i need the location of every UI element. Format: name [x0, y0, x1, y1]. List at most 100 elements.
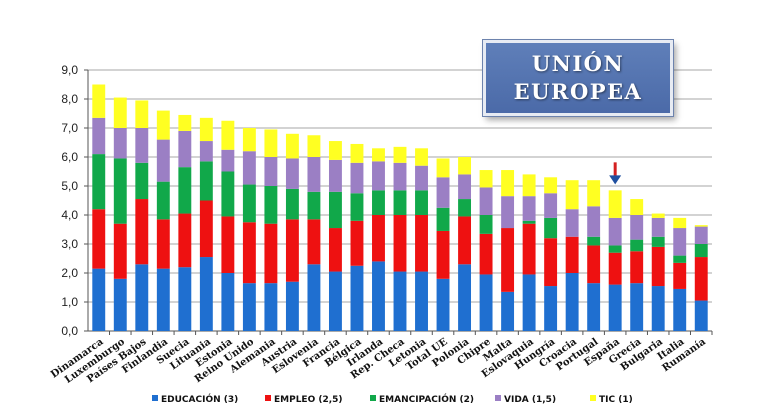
bar-segment [458, 157, 472, 175]
bar-segment [328, 141, 342, 160]
bar-segment [285, 281, 299, 331]
bar-segment [587, 245, 601, 284]
bar-segment [673, 262, 687, 289]
bar-segment [221, 273, 235, 331]
bar-segment [436, 207, 450, 231]
bar-segment [328, 159, 342, 192]
y-tick-label: 6,0 [61, 150, 78, 164]
bar-segment [608, 190, 622, 218]
bar-segment [135, 128, 149, 163]
bar-segment [350, 162, 364, 194]
bar-segment [436, 230, 450, 279]
bar-segment [199, 161, 213, 201]
bar-segment [285, 133, 299, 159]
bar-segment [307, 157, 321, 192]
legend: EDUCACIÓN (3) EMPLEO (2,5) EMANCIPACIÓN (2… [152, 393, 633, 405]
y-tick-labels: 0,0 1,0 2,0 3,0 4,0 5,0 6,0 7,0 8,0 9,0 [61, 63, 78, 338]
bar-segment [221, 171, 235, 217]
bar-segment [221, 149, 235, 172]
bar-segment [285, 219, 299, 282]
bar-segment [694, 300, 708, 331]
bar-segment [156, 110, 170, 140]
bar-segment [307, 264, 321, 331]
bar-segment [651, 286, 665, 331]
bar-segment [458, 199, 472, 217]
bar-segment [393, 271, 407, 331]
bar-segment [156, 268, 170, 331]
bar-segment [479, 274, 493, 331]
bar-segment [350, 193, 364, 221]
bar-segment [178, 267, 192, 331]
legend-swatch [265, 395, 271, 401]
bar-segment [544, 217, 558, 239]
bar-segment [350, 265, 364, 331]
bar-segment [651, 213, 665, 218]
bar-segment [221, 216, 235, 273]
bar-segment [673, 255, 687, 263]
bar-segment [565, 209, 579, 237]
y-tick-label: 1,0 [61, 295, 78, 309]
bar-segment [199, 141, 213, 162]
bar-segment [458, 174, 472, 200]
bar-segment [501, 196, 515, 229]
bar-segment [587, 236, 601, 246]
bar-segment [436, 278, 450, 331]
bar-segment [630, 239, 644, 252]
bar-segment [92, 84, 106, 118]
bar-segment [178, 130, 192, 168]
bar-segment [587, 283, 601, 331]
bar-segment [436, 158, 450, 178]
legend-swatch [590, 395, 596, 401]
legend-swatch [370, 395, 376, 401]
bar-segment [307, 191, 321, 220]
bar-segment [264, 157, 278, 186]
bar-segment [522, 274, 536, 331]
bar-segment [544, 193, 558, 218]
bar-segment [242, 222, 256, 284]
y-tick-label: 9,0 [61, 63, 78, 77]
bar-segment [479, 233, 493, 275]
bar-segment [264, 223, 278, 284]
bar-segment [135, 100, 149, 128]
bar-segment [264, 129, 278, 157]
bar-segment [92, 117, 106, 155]
bar-segment [328, 191, 342, 229]
bar-segment [393, 190, 407, 215]
bar-segment [522, 223, 536, 275]
legend-label: TIC (1) [599, 395, 633, 405]
bar-segment [135, 199, 149, 265]
bar-segment [479, 170, 493, 188]
bar-segment [113, 128, 127, 159]
bar-segment [501, 291, 515, 331]
y-tick-label: 2,0 [61, 266, 78, 280]
bar-segment [178, 213, 192, 268]
y-tick-label: 4,0 [61, 208, 78, 222]
bar-segment [694, 244, 708, 258]
bar-segment [92, 154, 106, 210]
bar-segment [415, 165, 428, 191]
bar-segment [630, 251, 644, 284]
bar-segment [264, 186, 278, 224]
bar-segment [565, 236, 579, 273]
bar-segment [242, 283, 256, 331]
legend-label: EDUCACIÓN (3) [161, 393, 238, 405]
bar-segment [393, 162, 407, 191]
bar-segment [501, 170, 515, 197]
bar-segment [113, 97, 127, 128]
bar-segment [372, 190, 385, 215]
bar-segment [608, 252, 622, 285]
bar-segment [522, 196, 536, 221]
bar-segment [135, 162, 149, 200]
bar-segment [544, 177, 558, 194]
legend-swatch [152, 395, 158, 401]
bar-segment [479, 215, 493, 234]
bar-segment [156, 139, 170, 182]
bar-segment [156, 181, 170, 220]
bar-segment [630, 283, 644, 331]
bar-segment [92, 268, 106, 331]
bar-segment [113, 278, 127, 331]
legend-label: EMANCIPACIÓN (2) [379, 393, 474, 405]
bar-segment [673, 217, 687, 229]
